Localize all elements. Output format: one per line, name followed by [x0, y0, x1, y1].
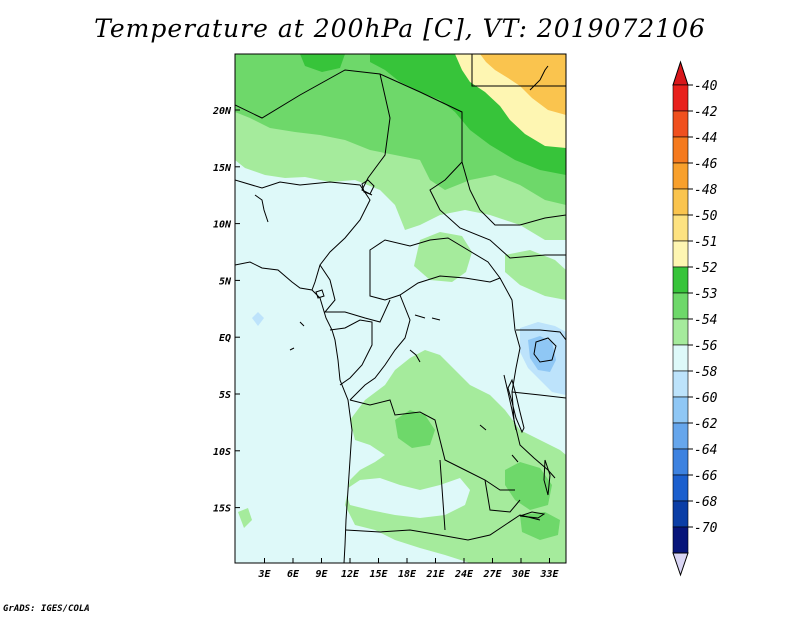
colorbar-segment	[672, 422, 689, 450]
colorbar-segment	[672, 266, 689, 294]
x-tick-label: 9E	[315, 569, 328, 580]
y-axis: 20N 15N 10N 5N EQ 5S 10S 15S	[212, 106, 240, 515]
map-frame	[234, 53, 567, 564]
colorbar-top-arrow	[672, 60, 689, 86]
lake-kariba	[519, 511, 546, 519]
y-tick-label: EQ	[219, 333, 231, 344]
field-minus52-south-b	[505, 462, 552, 510]
colorbar-segment	[672, 370, 689, 398]
lake-malawi	[543, 459, 551, 496]
colorbar-segment	[672, 500, 689, 528]
border-sudan	[461, 161, 566, 226]
colorbar-label: -52	[694, 261, 718, 276]
border-drc-east	[499, 277, 556, 479]
x-tick-label: 12E	[341, 569, 360, 580]
y-tick-label: 15S	[213, 504, 231, 515]
colorbar-label: -54	[694, 313, 717, 328]
y-tick-label: 5N	[219, 276, 232, 287]
river-congo-marks	[409, 314, 519, 463]
lake-chad	[361, 179, 375, 195]
y-tick-label: 5S	[219, 390, 231, 401]
border-angola	[349, 399, 515, 491]
colorbar-segment	[672, 318, 689, 346]
colorbar-segment	[672, 526, 689, 554]
border-drc-north	[349, 294, 411, 401]
y-tick-label: 20N	[212, 106, 232, 117]
y-tick-label: 10N	[213, 220, 232, 231]
y-tick-label: 10S	[213, 447, 231, 458]
colorbar-label: -53	[694, 287, 717, 302]
y-tick-label: 15N	[213, 163, 232, 174]
colorbar-segment	[672, 162, 689, 190]
colorbar: -40 -42 -44 -46 -48 -50 -51 -52 -53 -54 -56 -58 -60 -…	[672, 60, 718, 577]
temperature-field	[235, 54, 566, 563]
colorbar-segment	[672, 240, 689, 268]
colorbar-label: -60	[694, 391, 718, 406]
colorbar-label: -40	[694, 79, 718, 94]
colorbar-label: -51	[694, 235, 717, 250]
field-minus54-south-pocket	[345, 478, 470, 518]
colorbar-label: -50	[694, 209, 718, 224]
field-minus53-southwest	[238, 508, 252, 528]
lake-tanganyika	[507, 378, 525, 434]
colorbar-label: -44	[694, 131, 717, 146]
colorbar-segment	[672, 188, 689, 216]
colorbar-label: -46	[694, 157, 718, 172]
colorbar-label: -42	[694, 105, 718, 120]
field-minus51-west	[300, 54, 345, 72]
x-tick-label: 3E	[257, 569, 271, 580]
border-cameroon	[319, 264, 391, 323]
colorbar-label: -48	[694, 183, 718, 198]
coast-detail-west	[254, 194, 305, 351]
border-gabon-congo	[329, 319, 373, 386]
colorbar-segment	[672, 396, 689, 424]
colorbar-segment	[672, 344, 689, 372]
lake-victoria	[533, 337, 557, 363]
colorbar-segment	[672, 474, 689, 502]
x-tick-label: 21E	[425, 569, 445, 580]
x-tick-label: 27E	[482, 569, 502, 580]
field-minus53-east	[505, 250, 566, 300]
colorbar-label: -70	[694, 521, 718, 536]
colorbar-label: -64	[694, 443, 717, 458]
coastline-west-africa	[235, 261, 353, 563]
colorbar-segment	[672, 214, 689, 242]
border-zambia	[439, 459, 521, 531]
border-east-africa	[511, 329, 566, 399]
x-axis: 3E 6E 9E 12E 15E 18E 21E 24E 27E 30E 33E	[257, 558, 560, 580]
lake-tanganyika-shore	[503, 374, 517, 431]
field-minus48-corner	[480, 54, 566, 115]
island-bioko	[315, 289, 325, 299]
colorbar-label: -56	[694, 339, 718, 354]
colorbar-label: -62	[694, 417, 718, 432]
field-minus56-west	[252, 312, 264, 326]
colorbar-segment	[672, 448, 689, 476]
colorbar-label: -66	[694, 469, 718, 484]
colorbar-segment	[672, 110, 689, 138]
country-borders	[235, 54, 566, 563]
grads-credit: GrADS: IGES/COLA	[3, 604, 90, 614]
border-car	[369, 237, 501, 301]
colorbar-label: -58	[694, 365, 718, 380]
x-tick-label: 33E	[539, 569, 559, 580]
x-tick-label: 18E	[398, 569, 417, 580]
border-sahara	[235, 69, 566, 259]
colorbar-label: -68	[694, 495, 718, 510]
x-tick-label: 6E	[287, 569, 300, 580]
colorbar-segment	[672, 84, 689, 112]
border-angola-south	[345, 514, 541, 541]
colorbar-bottom-arrow	[672, 552, 689, 577]
x-tick-label: 24E	[454, 569, 474, 580]
colorbar-segment	[672, 136, 689, 164]
field-minus52-south-c	[520, 512, 560, 540]
field-minus52-south-a	[395, 410, 435, 448]
colorbar-segment	[672, 292, 689, 320]
map-title: Temperature at 200hPa [C], VT: 201907210…	[94, 14, 706, 43]
x-tick-label: 15E	[369, 569, 388, 580]
x-tick-label: 30E	[511, 569, 531, 580]
field-minus53-central	[414, 232, 472, 282]
border-nile-mark	[529, 65, 549, 91]
